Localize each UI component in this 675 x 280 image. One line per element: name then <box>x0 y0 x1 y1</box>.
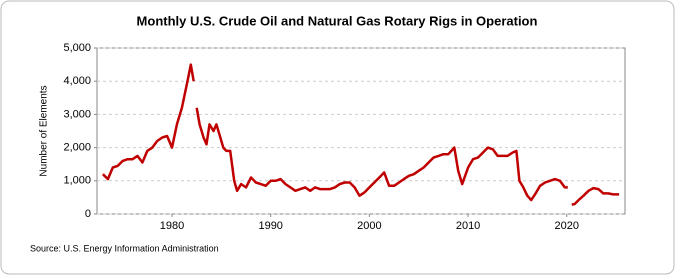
y-tick-label: 0 <box>85 208 91 220</box>
x-tick-label: 1990 <box>258 220 282 232</box>
y-tick-label: 2,000 <box>63 142 91 154</box>
x-tick-label: 2000 <box>357 220 381 232</box>
x-tick-label: 2010 <box>456 220 480 232</box>
plot-area <box>96 47 626 215</box>
chart-title: Monthly U.S. Crude Oil and Natural Gas R… <box>137 13 538 28</box>
line-series <box>102 63 620 206</box>
x-tick-label: 2020 <box>555 220 579 232</box>
x-tick-label: 1980 <box>160 220 184 232</box>
y-tick-label: 3,000 <box>63 108 91 120</box>
y-axis-label: Number of Elements <box>39 85 50 176</box>
source: Source: U.S. Energy Information Administ… <box>30 243 219 253</box>
y-tick-label: 1,000 <box>63 175 91 187</box>
y-tick-label: 5,000 <box>63 42 91 54</box>
y-tick-label: 4,000 <box>63 75 91 87</box>
